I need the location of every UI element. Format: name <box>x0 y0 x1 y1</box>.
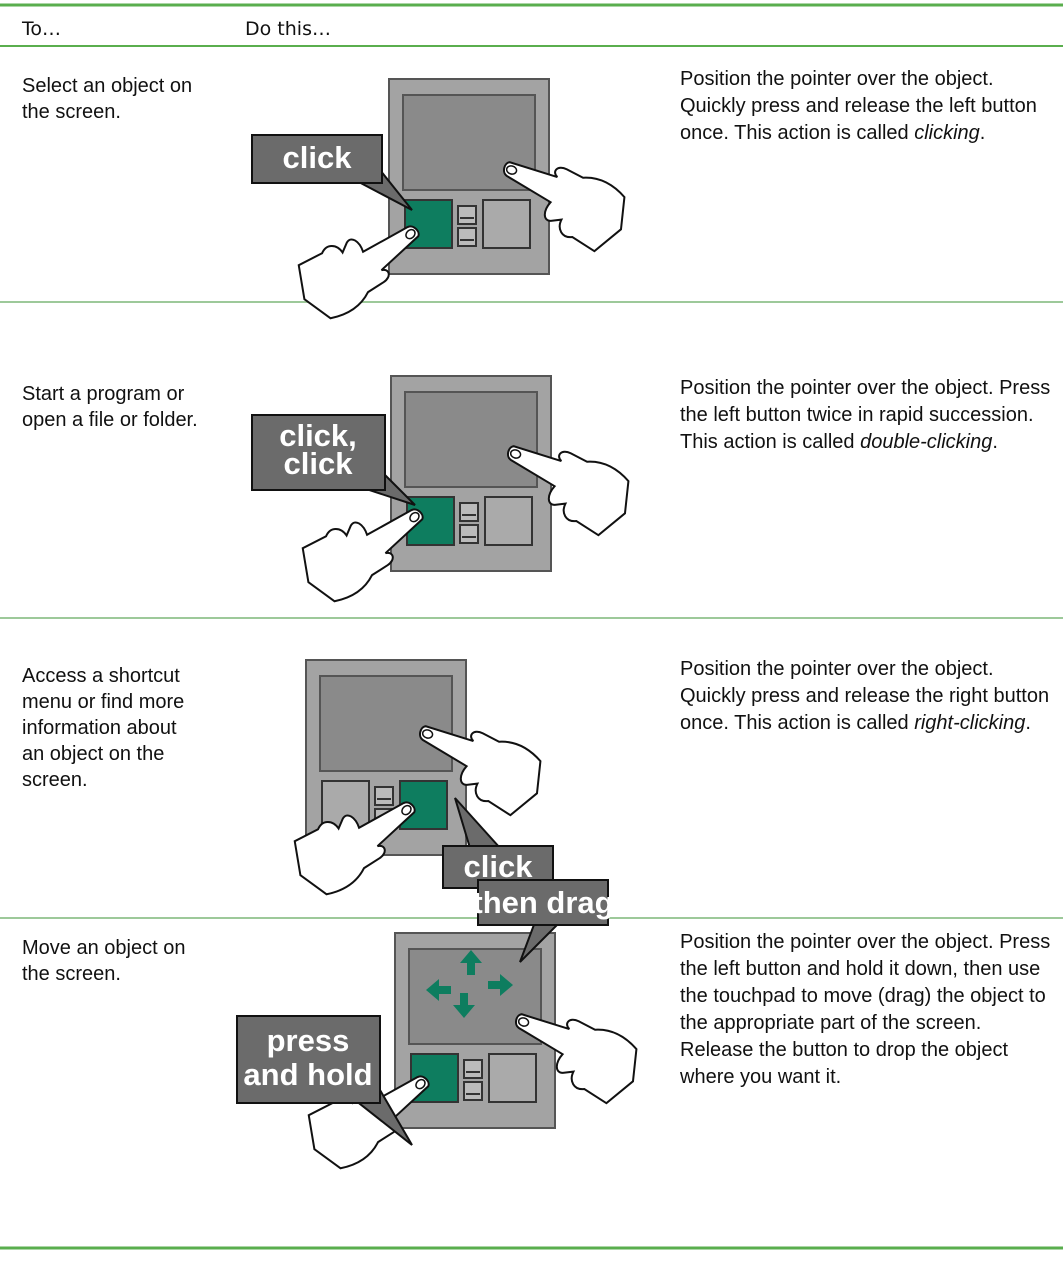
callout-text: click <box>464 849 534 884</box>
description: Position the pointer over the object. Qu… <box>680 66 1060 147</box>
callout-text: and hold <box>243 1057 372 1092</box>
description: Position the pointer over the object. Pr… <box>680 375 1060 456</box>
callout: press and hold <box>236 1015 413 1146</box>
task: Move an object on the screen. <box>22 937 186 985</box>
term: clicking <box>914 122 980 144</box>
touchpad <box>391 376 551 571</box>
callout-text: then drag <box>472 885 613 920</box>
callout: click <box>251 134 413 211</box>
description-end: . <box>1025 712 1031 734</box>
column-header: To… <box>22 18 62 40</box>
term: right-clicking <box>914 712 1026 734</box>
task: Start a program or open a file or folder… <box>22 383 198 431</box>
description: Position the pointer over the object. Qu… <box>680 656 1060 737</box>
term: double-clicking <box>860 431 993 453</box>
callout-text: press <box>267 1023 350 1058</box>
task: Select an object on the screen. <box>22 75 193 123</box>
description-text: Position the pointer over the object. Pr… <box>680 377 1051 453</box>
callout: click, click <box>251 414 416 506</box>
column-header: Do this… <box>245 18 331 40</box>
callout-text: click, <box>279 418 357 453</box>
description: Position the pointer over the object. Pr… <box>680 929 1060 1091</box>
callout-text: click <box>283 140 353 175</box>
description-text: Position the pointer over the object. Pr… <box>680 931 1051 1088</box>
description-end: . <box>979 122 986 144</box>
description-text: Position the pointer over the object. Qu… <box>680 658 1050 734</box>
callout-text: click <box>284 446 354 481</box>
task: Access a shortcut menu or find more info… <box>22 665 185 791</box>
arrows <box>426 950 513 1018</box>
description-end: . <box>992 431 998 453</box>
description-text: Position the pointer over the object. Qu… <box>680 68 1037 144</box>
callout: then drag <box>472 879 614 963</box>
